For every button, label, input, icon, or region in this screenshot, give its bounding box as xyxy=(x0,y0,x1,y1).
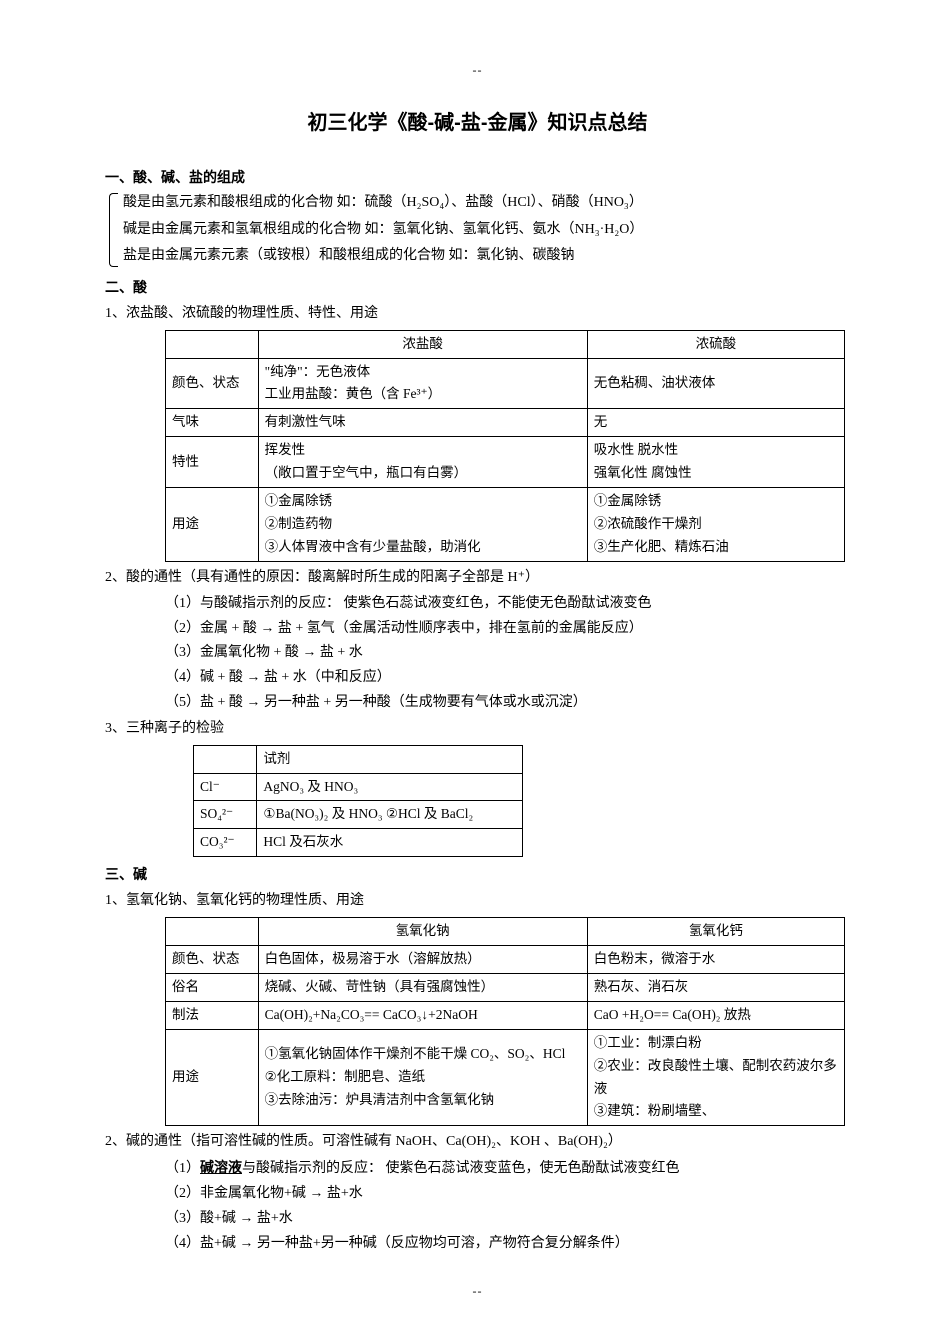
t2-r2c1: HCl 及石灰水 xyxy=(257,829,523,857)
t3-r0c0: 颜色、状态 xyxy=(166,945,259,973)
t2-h1: 试剂 xyxy=(257,745,523,773)
t1-h0 xyxy=(166,330,259,358)
t2-r0c1: AgNO₃ 及 HNO₃ xyxy=(257,773,523,801)
t3-r2c0: 制法 xyxy=(166,1001,259,1029)
t1-r1c2: 无 xyxy=(587,409,844,437)
t2-r0c0: Cl⁻ xyxy=(194,773,257,801)
t1-r0c0: 颜色、状态 xyxy=(166,358,259,409)
t2-r1c1: ①Ba(NO₃)₂ 及 HNO₃ ②HCl 及 BaCl₂ xyxy=(257,801,523,829)
s3-i2-l0: （1）碱溶液与酸碱指示剂的反应： 使紫色石蕊试液变蓝色，使无色酚酞试液变红色 xyxy=(135,1156,850,1181)
t3-h0 xyxy=(166,917,259,945)
section1-heading: 一、酸、碱、盐的组成 xyxy=(105,166,850,190)
t3-r0c2: 白色粉末，微溶于水 xyxy=(587,945,844,973)
t3-r3c2: ①工业：制漂白粉 ②农业：改良酸性土壤、配制农药波尔多液 ③建筑：粉刷墙壁、 xyxy=(587,1029,844,1126)
table-acid-properties: 浓盐酸 浓硫酸 颜色、状态 "纯净"：无色液体 工业用盐酸：黄色（含 Fe³⁺）… xyxy=(165,330,845,562)
section1-line-0: 酸是由氢元素和酸根组成的化合物 如：硫酸（H₂SO₄）、盐酸（HCl）、硝酸（H… xyxy=(123,190,850,217)
s2-i2-l2: （3）金属氧化物 + 酸 → 盐 + 水 xyxy=(135,641,850,665)
t1-r2c0: 特性 xyxy=(166,437,259,488)
section2-heading: 二、酸 xyxy=(105,276,850,300)
header-dash: -- xyxy=(105,60,850,80)
s2-i2-l0: （1）与酸碱指示剂的反应： 使紫色石蕊试液变红色，不能使无色酚酞试液变色 xyxy=(135,592,850,616)
page-title: 初三化学《酸-碱-盐-金属》知识点总结 xyxy=(105,106,850,140)
t2-h0 xyxy=(194,745,257,773)
t3-r3c1: ①氢氧化钠固体作干燥剂不能干燥 CO₂、SO₂、HCl ②化工原料：制肥皂、造纸… xyxy=(258,1029,587,1126)
section3-item1-title: 1、氢氧化钠、氢氧化钙的物理性质、用途 xyxy=(105,889,850,913)
table-base-properties: 氢氧化钠 氢氧化钙 颜色、状态 白色固体，极易溶于水（溶解放热） 白色粉末，微溶… xyxy=(165,917,845,1127)
t1-r1c1: 有刺激性气味 xyxy=(258,409,587,437)
section1-line-1: 碱是由金属元素和氢氧根组成的化合物 如：氢氧化钠、氢氧化钙、氨水（NH₃·H₂O… xyxy=(123,217,850,244)
section1-bracket: 酸是由氢元素和酸根组成的化合物 如：硫酸（H₂SO₄）、盐酸（HCl）、硝酸（H… xyxy=(105,190,850,270)
footer-dash: -- xyxy=(105,1281,850,1301)
s3-i2-l2: （3）酸+碱 → 盐+水 xyxy=(135,1207,850,1231)
t3-r1c1: 烧碱、火碱、苛性钠（具有强腐蚀性） xyxy=(258,973,587,1001)
t3-r2c1: Ca(OH)₂+Na₂CO₃== CaCO₃↓+2NaOH xyxy=(258,1001,587,1029)
table-ion-test: 试剂 Cl⁻ AgNO₃ 及 HNO₃ SO₄²⁻ ①Ba(NO₃)₂ 及 HN… xyxy=(193,745,523,858)
s3-i2-l0-rest: 与酸碱指示剂的反应： 使紫色石蕊试液变蓝色，使无色酚酞试液变红色 xyxy=(242,1161,680,1176)
t3-r0c1: 白色固体，极易溶于水（溶解放热） xyxy=(258,945,587,973)
t1-r0c1: "纯净"：无色液体 工业用盐酸：黄色（含 Fe³⁺） xyxy=(258,358,587,409)
t3-h2: 氢氧化钙 xyxy=(587,917,844,945)
section3-heading: 三、碱 xyxy=(105,863,850,887)
t1-r3c0: 用途 xyxy=(166,488,259,562)
s3-i2-l0-bold: 碱溶液 xyxy=(200,1159,242,1175)
s2-i2-l1: （2）金属 + 酸 → 盐 + 氢气（金属活动性顺序表中，排在氢前的金属能反应） xyxy=(135,617,850,641)
t1-r3c2: ①金属除锈 ②浓硫酸作干燥剂 ③生产化肥、精炼石油 xyxy=(587,488,844,562)
section2-item2-title: 2、酸的通性（具有通性的原因：酸离解时所生成的阳离子全部是 H⁺） xyxy=(105,566,850,590)
t1-h1: 浓盐酸 xyxy=(258,330,587,358)
s2-i2-l4: （5）盐 + 酸 → 另一种盐 + 另一种酸（生成物要有气体或水或沉淀） xyxy=(135,691,850,715)
t2-r1c0: SO₄²⁻ xyxy=(194,801,257,829)
s3-i2-l0-prefix: （1） xyxy=(165,1161,200,1176)
t3-r3c0: 用途 xyxy=(166,1029,259,1126)
t3-r2c2: CaO +H₂O== Ca(OH)₂ 放热 xyxy=(587,1001,844,1029)
t1-h2: 浓硫酸 xyxy=(587,330,844,358)
t1-r2c2: 吸水性 脱水性 强氧化性 腐蚀性 xyxy=(587,437,844,488)
s3-i2-l3: （4）盐+碱 → 另一种盐+另一种碱（反应物均可溶，产物符合复分解条件） xyxy=(135,1232,850,1256)
t1-r3c1: ①金属除锈 ②制造药物 ③人体胃液中含有少量盐酸，助消化 xyxy=(258,488,587,562)
s2-i2-l3: （4）碱 + 酸 → 盐 + 水（中和反应） xyxy=(135,666,850,690)
t1-r0c2: 无色粘稠、油状液体 xyxy=(587,358,844,409)
t1-r1c0: 气味 xyxy=(166,409,259,437)
t3-r1c2: 熟石灰、消石灰 xyxy=(587,973,844,1001)
section1-line-2: 盐是由金属元素元素（或铵根）和酸根组成的化合物 如：氯化钠、碳酸钠 xyxy=(123,243,850,270)
section2-item1-title: 1、浓盐酸、浓硫酸的物理性质、特性、用途 xyxy=(105,302,850,326)
section2-item3-title: 3、三种离子的检验 xyxy=(105,717,850,741)
t1-r2c1: 挥发性 （敞口置于空气中，瓶口有白雾） xyxy=(258,437,587,488)
section3-item2-title: 2、碱的通性（指可溶性碱的性质。可溶性碱有 NaOH、Ca(OH)₂、KOH 、… xyxy=(105,1130,850,1154)
t3-h1: 氢氧化钠 xyxy=(258,917,587,945)
t3-r1c0: 俗名 xyxy=(166,973,259,1001)
t2-r2c0: CO₃²⁻ xyxy=(194,829,257,857)
s3-i2-l1: （2）非金属氧化物+碱 → 盐+水 xyxy=(135,1182,850,1206)
